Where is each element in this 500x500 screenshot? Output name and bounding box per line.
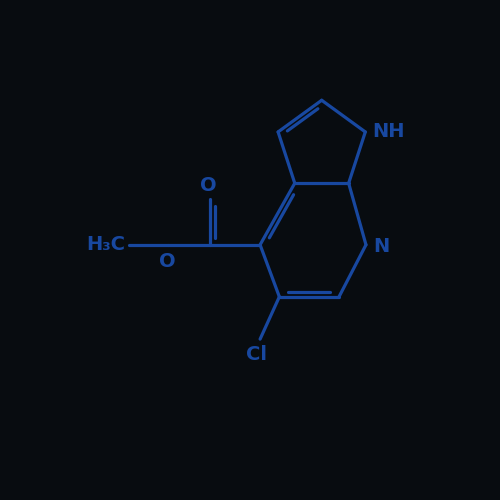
Text: O: O — [160, 252, 176, 270]
Text: NH: NH — [372, 122, 404, 142]
Text: N: N — [373, 237, 389, 256]
Text: Cl: Cl — [246, 345, 267, 364]
Text: H₃C: H₃C — [86, 234, 126, 254]
Text: O: O — [200, 176, 216, 195]
